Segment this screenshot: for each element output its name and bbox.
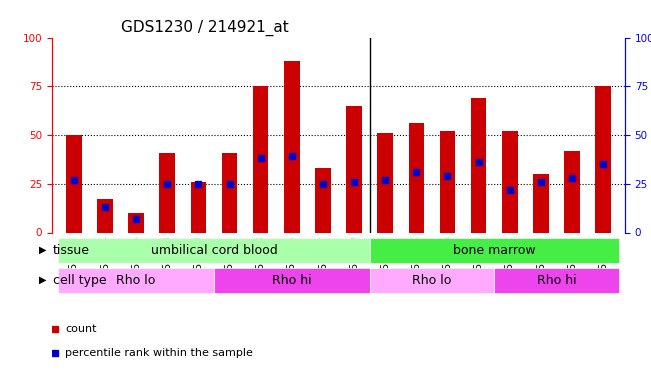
Bar bbox=[97, 200, 113, 232]
Bar bbox=[253, 86, 268, 232]
Bar bbox=[378, 133, 393, 232]
Bar bbox=[346, 106, 362, 232]
Bar bbox=[128, 213, 144, 232]
Bar bbox=[439, 131, 455, 232]
Bar bbox=[564, 151, 580, 232]
Bar bbox=[222, 153, 238, 232]
FancyBboxPatch shape bbox=[59, 238, 370, 263]
Bar bbox=[533, 174, 549, 232]
Text: cell type: cell type bbox=[53, 274, 106, 287]
Text: count: count bbox=[65, 324, 96, 333]
Text: Rho hi: Rho hi bbox=[272, 274, 312, 287]
Text: percentile rank within the sample: percentile rank within the sample bbox=[65, 348, 253, 357]
Text: Rho lo: Rho lo bbox=[117, 274, 156, 287]
Text: ▶: ▶ bbox=[38, 245, 46, 255]
Text: Rho lo: Rho lo bbox=[412, 274, 452, 287]
Bar bbox=[159, 153, 175, 232]
Bar bbox=[409, 123, 424, 232]
Bar bbox=[66, 135, 81, 232]
Bar bbox=[315, 168, 331, 232]
Bar bbox=[502, 131, 518, 232]
FancyBboxPatch shape bbox=[214, 268, 370, 293]
Bar bbox=[596, 86, 611, 232]
Bar bbox=[284, 61, 299, 232]
FancyBboxPatch shape bbox=[59, 268, 214, 293]
Bar bbox=[471, 98, 486, 232]
Text: umbilical cord blood: umbilical cord blood bbox=[150, 244, 277, 257]
Text: GDS1230 / 214921_at: GDS1230 / 214921_at bbox=[121, 20, 288, 36]
Text: bone marrow: bone marrow bbox=[453, 244, 536, 257]
Text: tissue: tissue bbox=[53, 244, 90, 257]
Text: ▶: ▶ bbox=[38, 275, 46, 285]
FancyBboxPatch shape bbox=[370, 268, 494, 293]
FancyBboxPatch shape bbox=[494, 268, 618, 293]
Bar bbox=[191, 182, 206, 232]
FancyBboxPatch shape bbox=[370, 238, 618, 263]
Text: Rho hi: Rho hi bbox=[536, 274, 576, 287]
